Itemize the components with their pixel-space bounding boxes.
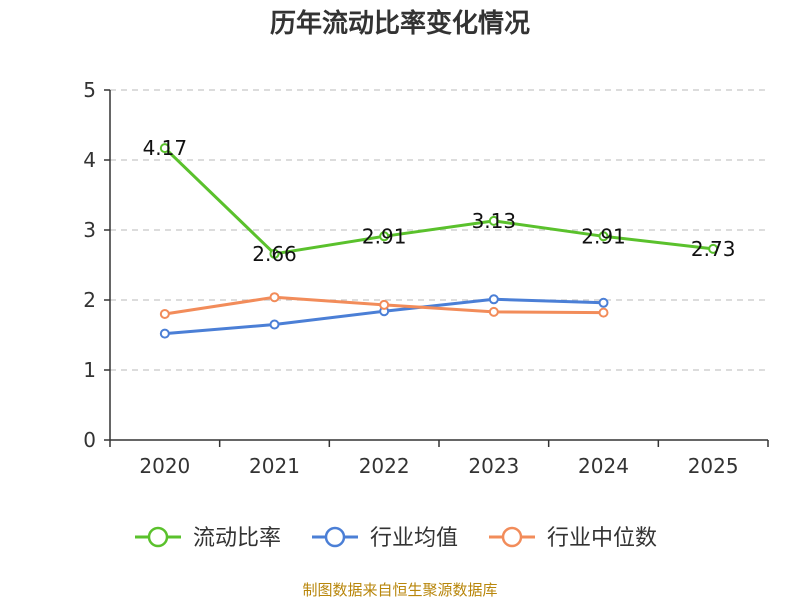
data-labels: 4.17 2.66 2.91 3.13 2.91 2.73 [143,136,736,266]
y-tick-label: 2 [83,288,96,312]
data-point[interactable] [159,309,170,319]
legend-label: 行业均值 [370,526,458,551]
data-label: 2.73 [691,237,736,261]
data-point[interactable] [488,215,499,226]
legend[interactable]: 流动比率 行业均值 行业中位数 [135,526,657,551]
data-label: 2.66 [252,242,297,266]
legend-marker [324,526,346,548]
source-note: 制图数据来自恒生聚源数据库 [302,581,497,599]
series-line [163,147,714,256]
data-point[interactable] [269,292,280,303]
y-tick-label: 0 [83,428,96,452]
data-label: 3.13 [472,209,517,233]
data-point[interactable] [269,248,280,259]
data-point[interactable] [488,294,499,305]
data-label: 2.91 [581,224,626,248]
data-point[interactable] [379,299,390,310]
data-label: 4.17 [143,136,188,160]
y-tick-label: 4 [83,148,96,172]
chart-title: 历年流动比率变化情况 [270,8,530,39]
data-point[interactable] [488,306,499,317]
data-point[interactable] [708,243,719,254]
legend-label: 流动比率 [193,526,281,551]
legend-label: 行业中位数 [547,526,657,551]
legend-marker [501,526,523,548]
legend-marker [147,526,169,548]
x-tick-label: 2022 [359,454,410,478]
data-point[interactable] [269,319,280,330]
legend-item[interactable]: 行业均值 [312,526,458,551]
data-point[interactable] [159,328,170,339]
series [159,143,719,339]
data-point[interactable] [379,231,390,242]
x-tick-label: 2024 [578,454,629,478]
y-tick-label: 1 [83,358,96,382]
data-point[interactable] [598,307,609,318]
legend-item[interactable]: 流动比率 [135,526,281,551]
data-point[interactable] [159,143,170,154]
data-point[interactable] [598,297,609,308]
y-tick-label: 3 [83,218,96,242]
axes: 0 1 2 3 4 5 2020 2021 2022 2023 2024 2025 [83,78,769,478]
x-tick-label: 2023 [468,454,519,478]
legend-item[interactable]: 行业中位数 [489,526,657,551]
data-label: 2.91 [362,224,407,248]
data-point[interactable] [598,231,609,242]
x-tick-label: 2021 [249,454,300,478]
y-tick-label: 5 [83,78,96,102]
x-tick-label: 2025 [688,454,739,478]
x-tick-label: 2020 [139,454,190,478]
